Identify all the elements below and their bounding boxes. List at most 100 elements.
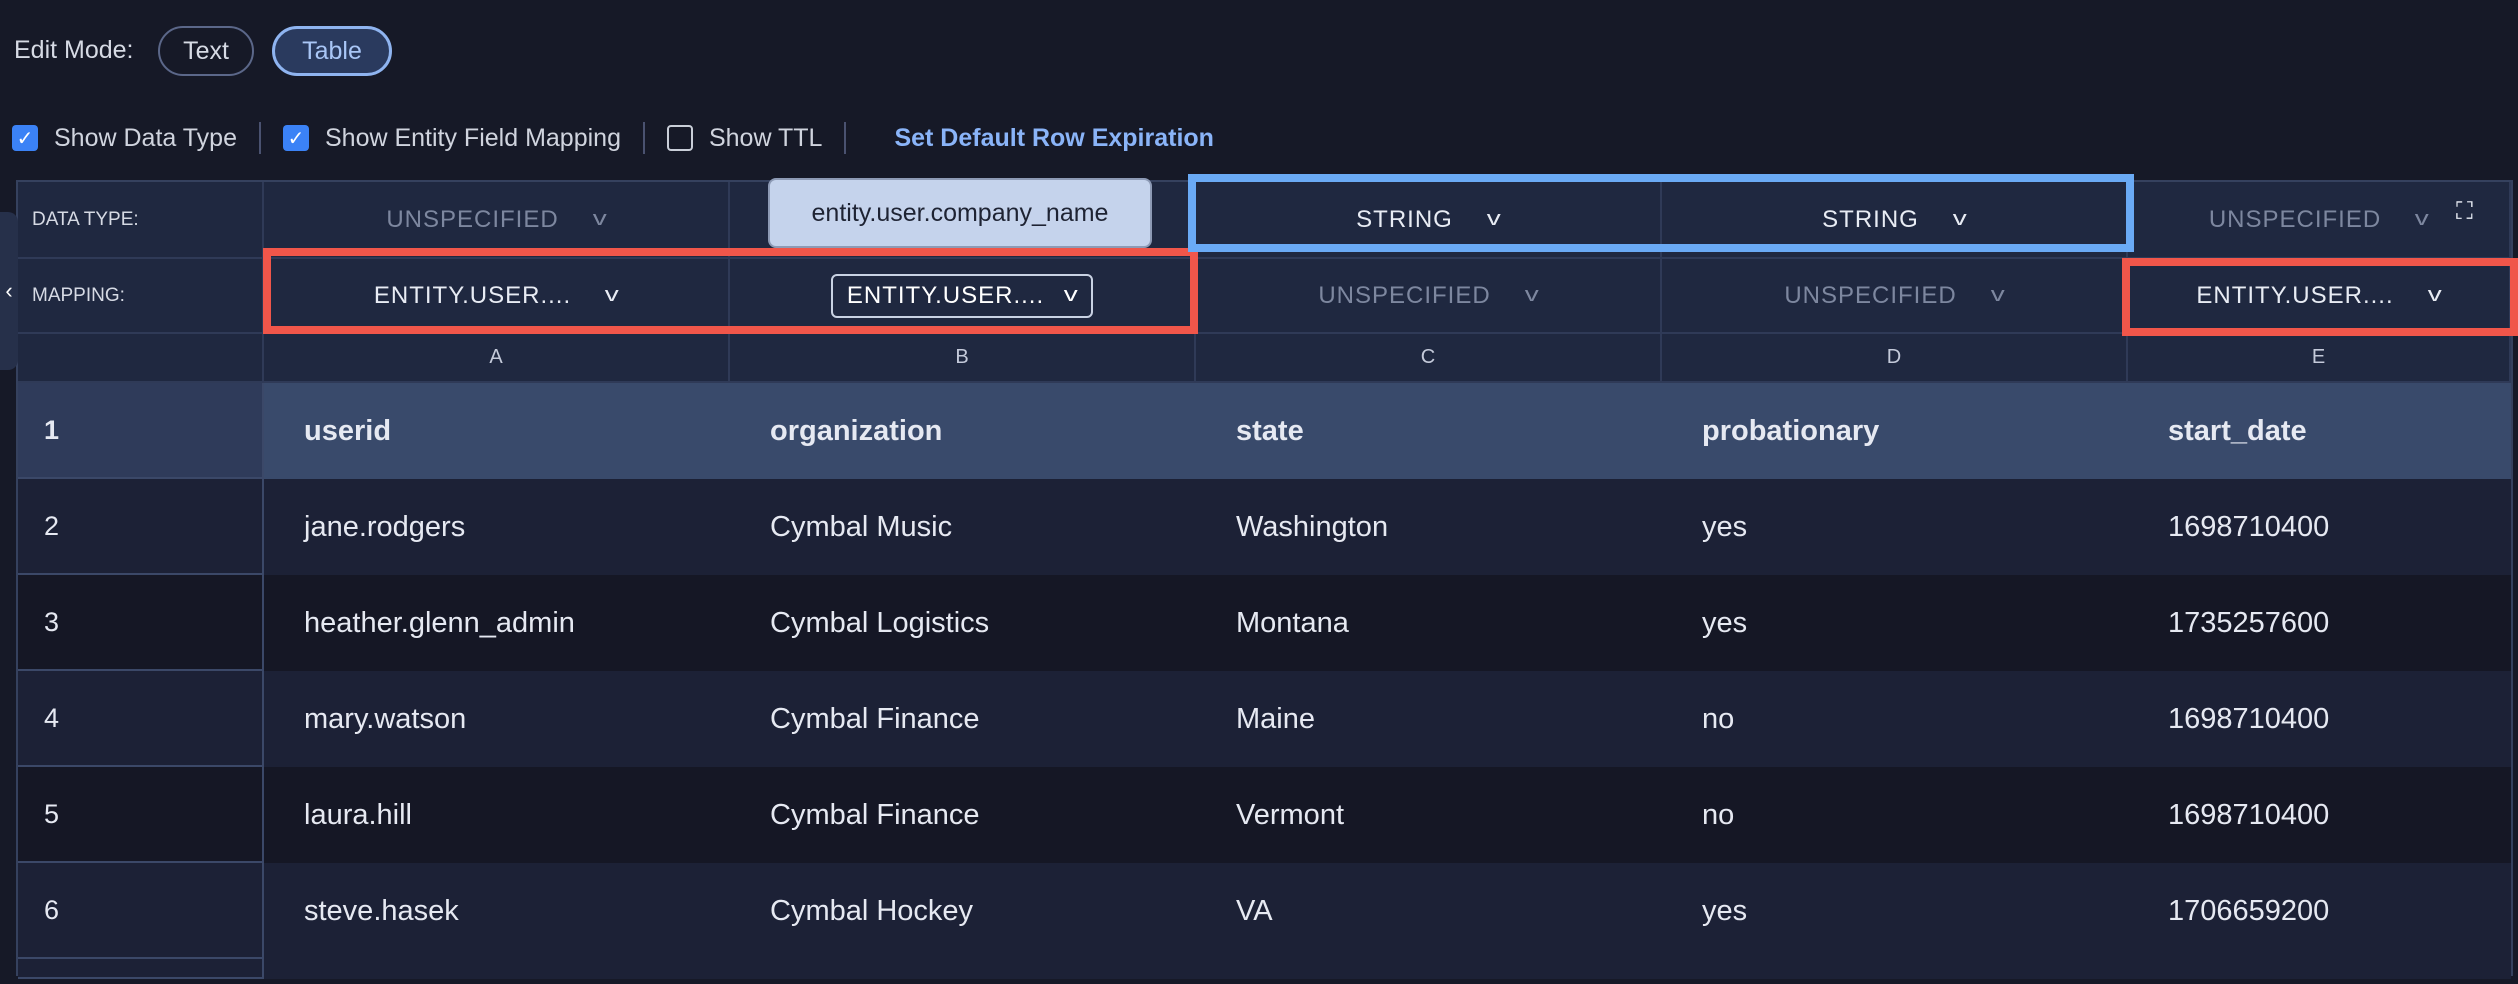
fullscreen-icon[interactable]: ⛶ — [2456, 198, 2473, 225]
data-type-dropdown-c[interactable]: STRING v — [1196, 182, 1662, 259]
table-cell[interactable]: 1698710400 — [2128, 767, 2511, 863]
display-options: ✓ Show Data Type ✓ Show Entity Field Map… — [12, 118, 1214, 158]
dropdown-value: UNSPECIFIED — [1784, 281, 1957, 309]
table-row: 5 laura.hill Cymbal Finance Vermont no 169871… — [18, 767, 2511, 863]
mapping-label: MAPPING: — [18, 259, 264, 334]
chevron-down-icon: v — [1063, 284, 1080, 306]
mapping-dropdown-b-focused[interactable]: ENTITY.USER.... v — [830, 273, 1094, 318]
edit-mode-label: Edit Mode: — [14, 36, 134, 64]
chevron-down-icon: v — [1952, 208, 1969, 230]
dropdown-value: UNSPECIFIED — [1318, 281, 1491, 309]
dropdown-value: ENTITY.USER.... — [2196, 281, 2394, 309]
table-cell[interactable]: 1698710400 — [2128, 479, 2511, 575]
table-cell[interactable]: 1698710400 — [2128, 671, 2511, 767]
mapping-dropdown-b[interactable]: ENTITY.USER.... v — [730, 259, 1196, 334]
table-cell[interactable]: userid — [264, 383, 730, 479]
table-cell[interactable]: heather.glenn_admin — [264, 575, 730, 671]
table-row: 4 mary.watson Cymbal Finance Maine no 1698710… — [18, 671, 2511, 767]
table-cell[interactable]: mary.watson — [264, 671, 730, 767]
table-cell[interactable]: Montana — [1196, 575, 1662, 671]
table-cell[interactable]: start_date — [2128, 383, 2511, 479]
chevron-down-icon: v — [2414, 208, 2431, 230]
row-number[interactable]: 4 — [18, 671, 264, 767]
data-type-dropdown-a[interactable]: UNSPECIFIED v — [264, 182, 730, 259]
row-number[interactable]: 1 — [18, 383, 264, 479]
dropdown-value: STRING — [1356, 205, 1453, 233]
mode-table-button[interactable]: Table — [272, 26, 392, 76]
data-type-row: DATA TYPE: UNSPECIFIED v STRING v STRING v … — [18, 182, 2511, 259]
row-number[interactable]: 6 — [18, 863, 264, 959]
table-cell[interactable]: 1735257600 — [2128, 575, 2511, 671]
show-entity-mapping-label: Show Entity Field Mapping — [324, 123, 621, 152]
table-cell[interactable]: no — [1662, 671, 2128, 767]
data-type-label: DATA TYPE: — [18, 182, 264, 259]
column-header-a[interactable]: A — [264, 334, 730, 383]
show-ttl-checkbox[interactable] — [666, 125, 693, 151]
column-header-b[interactable]: B — [730, 334, 1196, 383]
collapse-panel-button[interactable]: ‹ — [0, 212, 18, 370]
table-row: 6 steve.hasek Cymbal Hockey VA yes 1706659200 — [18, 863, 2511, 959]
table-cell[interactable]: organization — [730, 383, 1196, 479]
table-cell[interactable]: VA — [1196, 863, 1662, 959]
mapping-dropdown-e[interactable]: ENTITY.USER.... v — [2128, 259, 2511, 334]
chevron-left-icon: ‹ — [5, 278, 13, 303]
dropdown-value: STRING — [1822, 205, 1919, 233]
set-default-row-expiration-link[interactable]: Set Default Row Expiration — [894, 123, 1214, 152]
table-cell[interactable]: probationary — [1662, 383, 2128, 479]
show-entity-mapping-checkbox[interactable]: ✓ — [282, 125, 309, 151]
column-header-d[interactable]: D — [1662, 334, 2128, 383]
row-number — [18, 959, 264, 979]
divider — [258, 122, 261, 154]
table-cell[interactable]: 1706659200 — [2128, 863, 2511, 959]
table-cell[interactable]: Maine — [1196, 671, 1662, 767]
table-cell[interactable]: laura.hill — [264, 767, 730, 863]
data-type-dropdown-e[interactable]: UNSPECIFIED v — [2128, 182, 2511, 259]
data-type-dropdown-d[interactable]: STRING v — [1662, 182, 2128, 259]
data-table: DATA TYPE: UNSPECIFIED v STRING v STRING v … — [16, 180, 2513, 979]
table-cell[interactable]: Cymbal Music — [730, 479, 1196, 575]
table-cell[interactable]: Cymbal Hockey — [730, 863, 1196, 959]
divider — [844, 122, 847, 154]
chevron-down-icon: v — [1486, 208, 1503, 230]
dropdown-value: ENTITY.USER.... — [373, 281, 572, 309]
column-header-e[interactable]: E — [2128, 334, 2511, 383]
mapping-dropdown-d[interactable]: UNSPECIFIED v — [1662, 259, 2128, 334]
mapping-dropdown-c[interactable]: UNSPECIFIED v — [1196, 259, 1662, 334]
dropdown-value: UNSPECIFIED — [2208, 205, 2382, 233]
column-letter-row: A B C D E — [18, 334, 2511, 383]
table-cell[interactable]: Vermont — [1196, 767, 1662, 863]
mapping-tooltip: entity.user.company_name — [768, 178, 1152, 248]
row-number[interactable]: 5 — [18, 767, 264, 863]
show-data-type-checkbox[interactable]: ✓ — [12, 125, 38, 151]
chevron-down-icon: v — [604, 284, 621, 306]
mode-text-button[interactable]: Text — [158, 26, 254, 76]
mapping-dropdown-a[interactable]: ENTITY.USER.... v — [264, 259, 730, 334]
table-cell[interactable]: state — [1196, 383, 1662, 479]
row-number[interactable]: 3 — [18, 575, 264, 671]
corner-cell — [18, 334, 264, 383]
table-cell[interactable]: yes — [1662, 479, 2128, 575]
table-cell[interactable]: steve.hasek — [264, 863, 730, 959]
table-cell[interactable]: Washington — [1196, 479, 1662, 575]
table-cell[interactable]: no — [1662, 767, 2128, 863]
chevron-down-icon: v — [1524, 284, 1540, 306]
dropdown-value: UNSPECIFIED — [386, 205, 559, 233]
table-cell[interactable]: Cymbal Finance — [730, 671, 1196, 767]
chevron-down-icon: v — [1990, 284, 2006, 306]
column-header-c[interactable]: C — [1196, 334, 1662, 383]
table-cell[interactable]: yes — [1662, 863, 2128, 959]
dropdown-value: ENTITY.USER.... — [846, 281, 1045, 309]
row-number[interactable]: 2 — [18, 479, 264, 575]
table-row: 3 heather.glenn_admin Cymbal Logistics Mont… — [18, 575, 2511, 671]
table-cell[interactable]: Cymbal Finance — [730, 767, 1196, 863]
show-ttl-label: Show TTL — [708, 123, 823, 152]
table-cell[interactable]: Cymbal Logistics — [730, 575, 1196, 671]
chevron-down-icon: v — [592, 208, 608, 230]
mapping-row: MAPPING: ENTITY.USER.... v ENTITY.USER...… — [18, 259, 2511, 334]
chevron-down-icon: v — [2427, 284, 2443, 306]
table-cell[interactable]: yes — [1662, 575, 2128, 671]
divider — [642, 122, 645, 154]
cell — [264, 959, 2511, 979]
table-cell[interactable]: jane.rodgers — [264, 479, 730, 575]
show-data-type-label: Show Data Type — [54, 123, 237, 152]
